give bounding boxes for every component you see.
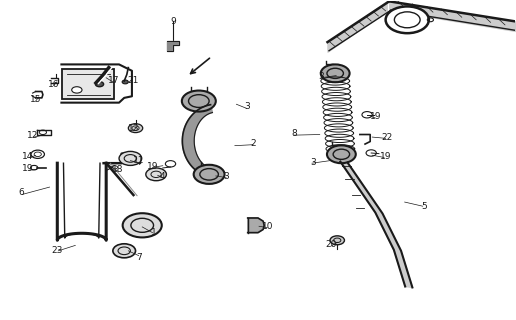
- Polygon shape: [182, 105, 213, 173]
- Text: 19: 19: [369, 112, 381, 121]
- Circle shape: [194, 165, 224, 184]
- Circle shape: [122, 80, 128, 84]
- Polygon shape: [341, 162, 412, 287]
- Circle shape: [385, 6, 429, 33]
- Polygon shape: [167, 41, 179, 51]
- Polygon shape: [248, 218, 264, 233]
- Text: 5: 5: [421, 202, 427, 211]
- Text: 7: 7: [136, 253, 141, 262]
- Circle shape: [330, 236, 345, 245]
- Circle shape: [321, 64, 350, 82]
- Circle shape: [113, 244, 136, 258]
- Circle shape: [128, 124, 143, 132]
- Text: 23: 23: [52, 246, 63, 255]
- Text: 16: 16: [48, 80, 59, 89]
- Circle shape: [146, 168, 166, 181]
- Text: 21: 21: [128, 76, 139, 85]
- Text: 14: 14: [22, 152, 33, 161]
- Text: 18: 18: [112, 165, 124, 174]
- Text: 3: 3: [318, 72, 324, 81]
- Text: 13: 13: [128, 124, 139, 133]
- Text: 17: 17: [108, 76, 120, 85]
- Text: 22: 22: [381, 132, 392, 141]
- Circle shape: [119, 151, 142, 165]
- Text: 19: 19: [380, 152, 391, 161]
- Circle shape: [95, 82, 104, 87]
- Text: 3: 3: [223, 172, 229, 181]
- Text: 20: 20: [326, 240, 337, 249]
- Text: 3: 3: [244, 102, 250, 111]
- Text: 8: 8: [291, 129, 297, 138]
- Text: 11: 11: [133, 156, 144, 165]
- Text: 19: 19: [147, 162, 158, 171]
- Text: 4: 4: [160, 172, 166, 181]
- Text: 1: 1: [151, 228, 157, 237]
- Text: 10: 10: [262, 222, 273, 231]
- Text: 19: 19: [22, 164, 33, 173]
- Text: 12: 12: [27, 131, 38, 140]
- Circle shape: [182, 91, 216, 112]
- Circle shape: [327, 145, 356, 163]
- Bar: [62, 69, 114, 100]
- Text: 9: 9: [170, 17, 176, 26]
- Circle shape: [72, 87, 82, 93]
- Circle shape: [123, 213, 162, 237]
- Text: 3: 3: [311, 158, 316, 167]
- Text: 15: 15: [30, 95, 41, 104]
- Text: 2: 2: [250, 139, 255, 148]
- Text: 6: 6: [19, 188, 24, 197]
